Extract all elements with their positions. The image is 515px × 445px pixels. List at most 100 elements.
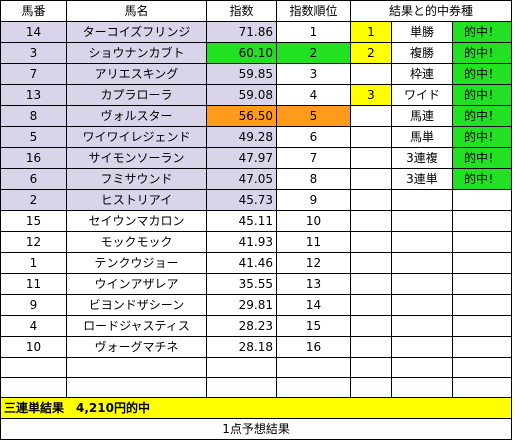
footer-cell[interactable]: 1点予想結果 bbox=[0, 418, 513, 440]
table-cell[interactable] bbox=[276, 357, 351, 378]
result-place-cell[interactable] bbox=[350, 105, 392, 127]
horse-name-cell[interactable]: カプラローラ bbox=[66, 84, 207, 106]
result-place-cell[interactable] bbox=[350, 210, 392, 232]
ticket-type-cell[interactable] bbox=[391, 294, 453, 316]
ticket-type-cell[interactable]: 単勝 bbox=[391, 21, 453, 43]
horse-name-cell[interactable]: テンクウジョー bbox=[66, 252, 207, 274]
ticket-type-cell[interactable]: ワイド bbox=[391, 84, 453, 106]
hit-cell[interactable] bbox=[451, 273, 513, 295]
horse-rank-cell[interactable]: 15 bbox=[276, 315, 351, 337]
result-place-cell[interactable] bbox=[350, 252, 392, 274]
horse-index-cell[interactable]: 59.85 bbox=[206, 63, 277, 85]
horse-index-cell[interactable]: 47.97 bbox=[206, 147, 277, 169]
hit-cell[interactable]: 的中！ bbox=[451, 42, 513, 64]
ticket-type-cell[interactable]: 馬連 bbox=[391, 105, 453, 127]
result-place-cell[interactable] bbox=[350, 147, 392, 169]
ticket-type-cell[interactable]: 複勝 bbox=[391, 42, 453, 64]
horse-index-cell[interactable]: 71.86 bbox=[206, 21, 277, 43]
horse-rank-cell[interactable]: 3 bbox=[276, 63, 351, 85]
hit-cell[interactable] bbox=[451, 315, 513, 337]
horse-rank-cell[interactable]: 11 bbox=[276, 231, 351, 253]
result-place-cell[interactable] bbox=[350, 126, 392, 148]
horse-number-cell[interactable]: 13 bbox=[0, 84, 67, 106]
ticket-type-cell[interactable] bbox=[391, 273, 453, 295]
hit-cell[interactable] bbox=[451, 189, 513, 211]
horse-name-cell[interactable]: フミサウンド bbox=[66, 168, 207, 190]
hit-cell[interactable] bbox=[451, 252, 513, 274]
horse-rank-cell[interactable]: 6 bbox=[276, 126, 351, 148]
horse-name-cell[interactable]: ウインアザレア bbox=[66, 273, 207, 295]
horse-index-cell[interactable]: 45.11 bbox=[206, 210, 277, 232]
horse-number-cell[interactable]: 15 bbox=[0, 210, 67, 232]
table-cell[interactable] bbox=[391, 357, 453, 378]
horse-name-cell[interactable]: セイウンマカロン bbox=[66, 210, 207, 232]
result-place-cell[interactable] bbox=[350, 168, 392, 190]
horse-rank-cell[interactable]: 1 bbox=[276, 21, 351, 43]
horse-number-cell[interactable]: 14 bbox=[0, 21, 67, 43]
horse-rank-cell[interactable]: 10 bbox=[276, 210, 351, 232]
horse-rank-cell[interactable]: 8 bbox=[276, 168, 351, 190]
ticket-type-cell[interactable]: 3連単 bbox=[391, 168, 453, 190]
hit-cell[interactable] bbox=[451, 231, 513, 253]
horse-index-cell[interactable]: 49.28 bbox=[206, 126, 277, 148]
horse-index-cell[interactable]: 29.81 bbox=[206, 294, 277, 316]
result-place-cell[interactable]: 3 bbox=[350, 84, 392, 106]
horse-index-cell[interactable]: 59.08 bbox=[206, 84, 277, 106]
horse-rank-cell[interactable]: 16 bbox=[276, 336, 351, 358]
result-place-cell[interactable] bbox=[350, 273, 392, 295]
horse-name-cell[interactable]: ヴォーグマチネ bbox=[66, 336, 207, 358]
hit-cell[interactable]: 的中！ bbox=[451, 84, 513, 106]
table-cell[interactable] bbox=[350, 357, 392, 378]
ticket-type-cell[interactable] bbox=[391, 315, 453, 337]
ticket-type-cell[interactable] bbox=[391, 336, 453, 358]
hit-cell[interactable]: 的中！ bbox=[451, 105, 513, 127]
horse-index-cell[interactable]: 47.05 bbox=[206, 168, 277, 190]
table-cell[interactable] bbox=[0, 357, 67, 378]
ticket-type-cell[interactable]: 枠連 bbox=[391, 63, 453, 85]
summary-cell[interactable]: 三連単結果 4,210円的中 bbox=[0, 397, 513, 419]
horse-number-cell[interactable]: 7 bbox=[0, 63, 67, 85]
horse-number-cell[interactable]: 3 bbox=[0, 42, 67, 64]
hit-cell[interactable]: 的中！ bbox=[451, 21, 513, 43]
hit-cell[interactable] bbox=[451, 294, 513, 316]
table-cell[interactable] bbox=[350, 377, 392, 398]
horse-number-cell[interactable]: 16 bbox=[0, 147, 67, 169]
result-place-cell[interactable] bbox=[350, 63, 392, 85]
horse-number-cell[interactable]: 2 bbox=[0, 189, 67, 211]
horse-name-cell[interactable]: ビヨンドザシーン bbox=[66, 294, 207, 316]
horse-rank-cell[interactable]: 12 bbox=[276, 252, 351, 274]
ticket-type-cell[interactable] bbox=[391, 231, 453, 253]
table-cell[interactable] bbox=[276, 377, 351, 398]
result-place-cell[interactable]: 2 bbox=[350, 42, 392, 64]
hit-cell[interactable]: 的中！ bbox=[451, 126, 513, 148]
result-place-cell[interactable] bbox=[350, 231, 392, 253]
horse-number-cell[interactable]: 12 bbox=[0, 231, 67, 253]
hit-cell[interactable]: 的中！ bbox=[451, 147, 513, 169]
horse-number-cell[interactable]: 8 bbox=[0, 105, 67, 127]
horse-rank-cell[interactable]: 2 bbox=[276, 42, 351, 64]
table-cell[interactable] bbox=[206, 377, 277, 398]
horse-name-cell[interactable]: ワイワイレジェンド bbox=[66, 126, 207, 148]
horse-number-cell[interactable]: 1 bbox=[0, 252, 67, 274]
horse-rank-cell[interactable]: 5 bbox=[276, 105, 351, 127]
horse-name-cell[interactable]: ヴォルスター bbox=[66, 105, 207, 127]
result-place-cell[interactable]: 1 bbox=[350, 21, 392, 43]
horse-rank-cell[interactable]: 13 bbox=[276, 273, 351, 295]
horse-name-cell[interactable]: サイモンソーラン bbox=[66, 147, 207, 169]
horse-index-cell[interactable]: 28.23 bbox=[206, 315, 277, 337]
horse-number-cell[interactable]: 4 bbox=[0, 315, 67, 337]
hit-cell[interactable] bbox=[451, 210, 513, 232]
horse-name-cell[interactable]: ロードジャスティス bbox=[66, 315, 207, 337]
result-place-cell[interactable] bbox=[350, 189, 392, 211]
result-place-cell[interactable] bbox=[350, 315, 392, 337]
ticket-type-cell[interactable] bbox=[391, 189, 453, 211]
horse-number-cell[interactable]: 10 bbox=[0, 336, 67, 358]
horse-index-cell[interactable]: 41.46 bbox=[206, 252, 277, 274]
table-cell[interactable] bbox=[451, 377, 513, 398]
horse-number-cell[interactable]: 6 bbox=[0, 168, 67, 190]
horse-rank-cell[interactable]: 4 bbox=[276, 84, 351, 106]
horse-index-cell[interactable]: 28.18 bbox=[206, 336, 277, 358]
horse-number-cell[interactable]: 5 bbox=[0, 126, 67, 148]
ticket-type-cell[interactable]: 馬単 bbox=[391, 126, 453, 148]
ticket-type-cell[interactable]: 3連複 bbox=[391, 147, 453, 169]
